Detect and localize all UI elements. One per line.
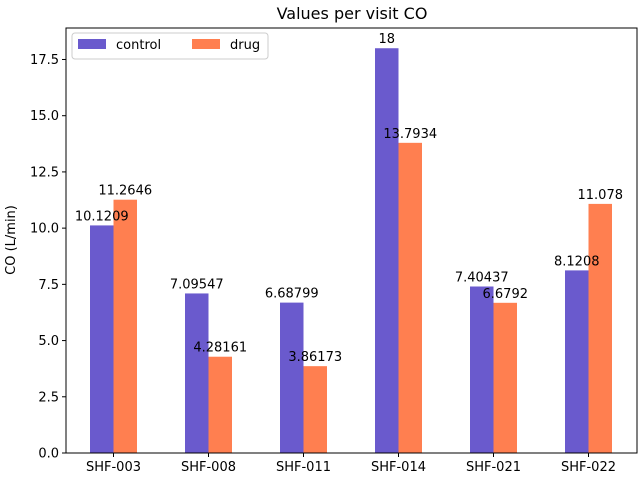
bar-drug-shf-011 <box>303 366 327 453</box>
y-tick-label: 0.0 <box>38 447 59 462</box>
bar-drug-shf-022 <box>588 203 612 453</box>
legend-swatch-drug <box>192 39 220 49</box>
data-label-control-shf-014: 18 <box>378 32 395 47</box>
y-tick-label: 12.5 <box>30 165 59 180</box>
y-tick-label: 10.0 <box>30 222 59 237</box>
plot-frame <box>65 27 638 454</box>
bar-drug-shf-021 <box>493 302 517 453</box>
data-label-drug-shf-008: 4.28161 <box>193 341 247 356</box>
legend-label-control: control <box>116 38 161 53</box>
bar-drug-shf-003 <box>113 199 137 453</box>
legend-label-drug: drug <box>230 38 260 53</box>
data-label-control-shf-003: 10.1209 <box>75 209 129 224</box>
x-tick-label: SHF-014 <box>371 460 426 475</box>
bar-control-shf-021 <box>470 286 494 453</box>
x-tick-label: SHF-021 <box>466 460 521 475</box>
y-axis: 0.0 2.5 5.0 7.5 10.0 12.5 15.0 17.5 <box>30 53 66 462</box>
data-label-control-shf-022: 8.1208 <box>554 254 600 269</box>
legend: control drug <box>71 32 269 60</box>
x-tick-label: SHF-003 <box>86 460 141 475</box>
data-label-drug-shf-022: 11.078 <box>578 188 624 203</box>
data-label-drug-shf-021: 6.6792 <box>483 287 529 302</box>
legend-swatch-control <box>78 39 106 49</box>
y-tick-label: 5.0 <box>38 334 59 349</box>
bar-control-shf-003 <box>90 225 114 453</box>
x-axis: SHF-003 SHF-008 SHF-011 SHF-014 SHF-021 SHF-0… <box>86 453 616 475</box>
data-labels-group: 10.1209 7.09547 6.68799 18 7.40437 8.1208 11.2… <box>75 32 623 365</box>
data-label-drug-shf-014: 13.7934 <box>383 127 437 142</box>
y-tick-label: 17.5 <box>30 53 59 68</box>
data-label-control-shf-008: 7.09547 <box>170 277 224 292</box>
x-tick-label: SHF-008 <box>181 460 236 475</box>
chart-title: Values per visit CO <box>277 4 428 23</box>
y-tick-label: 2.5 <box>38 390 59 405</box>
y-tick-label: 7.5 <box>38 278 59 293</box>
bar-control-shf-014 <box>375 48 399 453</box>
x-tick-label: SHF-022 <box>561 460 616 475</box>
data-label-drug-shf-011: 3.86173 <box>288 350 342 365</box>
y-tick-label: 15.0 <box>30 109 59 124</box>
bar-drug-shf-014 <box>398 142 422 454</box>
data-label-control-shf-021: 7.40437 <box>455 270 509 285</box>
bar-drug-shf-008 <box>208 356 232 453</box>
data-label-control-shf-011: 6.68799 <box>265 287 319 302</box>
y-axis-label: CO (L/min) <box>4 205 19 275</box>
bars-group <box>90 48 612 454</box>
bar-control-shf-008 <box>185 293 209 453</box>
x-tick-label: SHF-011 <box>276 460 331 475</box>
data-label-drug-shf-003: 11.2646 <box>98 184 152 199</box>
bar-control-shf-022 <box>565 270 589 453</box>
bar-control-shf-011 <box>280 302 304 453</box>
